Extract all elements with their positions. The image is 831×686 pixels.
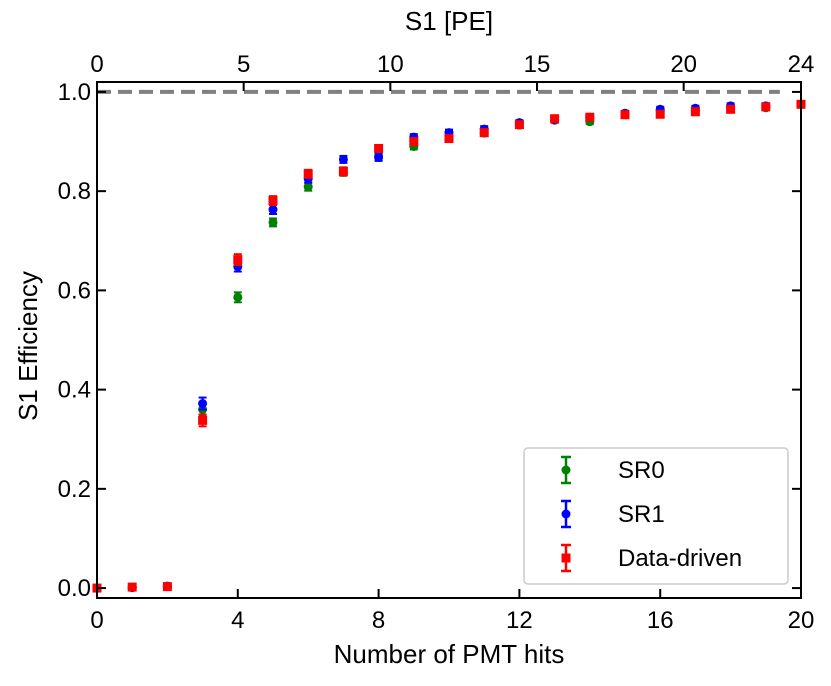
point-data-driven-14 — [585, 112, 595, 122]
x-tick-label-1: 4 — [231, 607, 244, 634]
legend-box — [523, 447, 789, 585]
top-x-tick-label-1: 5 — [237, 51, 250, 78]
data-layer — [92, 99, 806, 593]
point-data-driven-11 — [479, 128, 489, 138]
y-tick-label-5: 1.0 — [58, 79, 91, 106]
y-tick-label-2: 0.4 — [58, 377, 91, 404]
point-sr0-6 — [303, 182, 313, 192]
top-x-tick-label-2: 10 — [377, 51, 404, 78]
point-sr1-7 — [338, 154, 348, 164]
point-sr0-4 — [233, 292, 243, 302]
point-data-driven-10 — [444, 134, 454, 144]
point-data-driven-7 — [338, 166, 348, 176]
x-tick-label-0: 0 — [90, 607, 103, 634]
point-data-driven-8 — [374, 143, 384, 153]
point-data-driven-2 — [162, 582, 172, 592]
axes-layer: 0 4 8 12 16 20 0 5 10 15 20 24 0.0 0.2 0.4 0.6 0.8 1.0 — [58, 51, 815, 634]
y-tick-label-1: 0.2 — [58, 476, 91, 503]
top-x-axis-label: S1 [PE] — [405, 6, 493, 36]
point-sr1-5 — [268, 205, 278, 215]
x-tick-label-2: 8 — [372, 607, 385, 634]
point-sr1-8 — [374, 152, 384, 162]
top-x-tick-label-0: 0 — [90, 51, 103, 78]
y-tick-label-0: 0.0 — [58, 575, 91, 602]
point-sr0-5 — [268, 217, 278, 227]
legend-marker-data-driven — [561, 553, 571, 563]
y-tick-label-3: 0.6 — [58, 277, 91, 304]
x-tick-label-5: 20 — [788, 607, 815, 634]
point-data-driven-3 — [198, 415, 208, 425]
point-data-driven-18 — [726, 104, 736, 114]
legend-label-sr1: SR1 — [618, 501, 665, 528]
point-data-driven-16 — [655, 109, 665, 119]
point-data-driven-1 — [127, 582, 137, 592]
plot-frame — [96, 81, 802, 599]
point-data-driven-5 — [268, 196, 278, 206]
x-axis-label: Number of PMT hits — [334, 639, 565, 669]
top-x-tick-label-3: 15 — [524, 51, 551, 78]
legend-label-sr0: SR0 — [618, 457, 665, 484]
point-data-driven-4 — [233, 255, 243, 265]
legend-marker-sr1 — [561, 509, 571, 519]
x-tick-label-4: 16 — [647, 607, 674, 634]
y-axis-label: S1 Efficiency — [13, 271, 43, 421]
point-data-driven-6 — [303, 169, 313, 179]
legend-marker-sr0 — [561, 465, 571, 475]
point-data-driven-13 — [550, 114, 560, 124]
legend: SR0 SR1 Data-driven — [523, 447, 789, 585]
point-data-driven-12 — [514, 120, 524, 130]
top-x-tick-label-4: 20 — [670, 51, 697, 78]
point-sr1-3 — [198, 399, 208, 409]
y-tick-label-4: 0.8 — [58, 178, 91, 205]
point-data-driven-19 — [761, 102, 771, 112]
point-data-driven-9 — [409, 137, 419, 147]
point-data-driven-15 — [620, 110, 630, 120]
x-tick-label-3: 12 — [506, 607, 533, 634]
top-x-tick-label-5: 24 — [788, 51, 815, 78]
legend-label-data-driven: Data-driven — [618, 545, 742, 572]
point-data-driven-17 — [690, 107, 700, 117]
